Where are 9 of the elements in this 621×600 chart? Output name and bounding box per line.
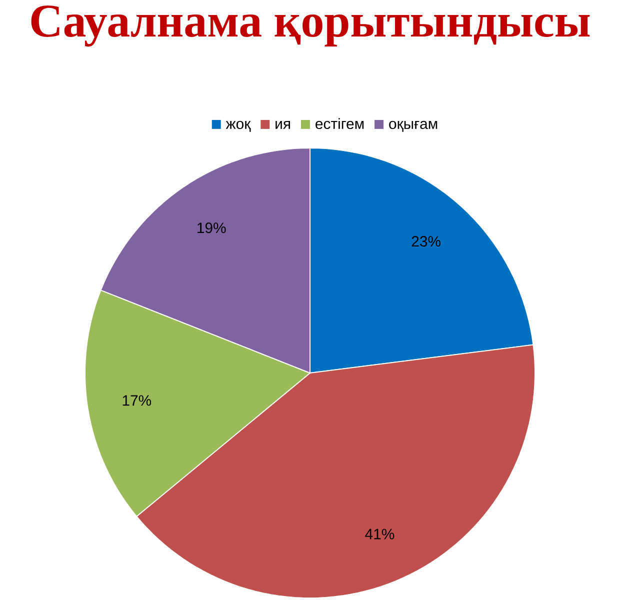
legend-label: оқығам xyxy=(389,120,438,132)
legend-label: естігем xyxy=(316,118,364,130)
legend-label: ия xyxy=(276,121,290,129)
data-label: 17% xyxy=(122,395,152,406)
data-label: 41% xyxy=(365,528,394,540)
data-label: 19% xyxy=(198,222,226,234)
legend-label: жоқ xyxy=(226,120,251,132)
data-label: 23% xyxy=(412,236,440,247)
chart-title: Сауалнама қорытындысы xyxy=(31,6,590,47)
